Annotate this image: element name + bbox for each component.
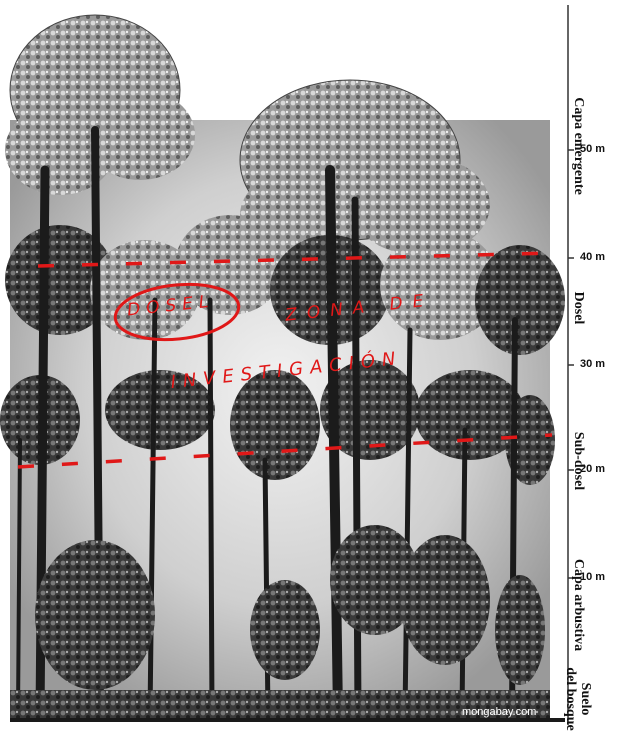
forest-floor xyxy=(10,690,550,722)
height-ticks xyxy=(568,149,574,579)
height-label-10m: 10 m xyxy=(580,571,606,583)
shrub-layer xyxy=(35,525,545,690)
layer-label-floor: Suelo del bosque xyxy=(563,659,593,739)
ground-line xyxy=(10,718,565,722)
layer-label-floor-line1: Suelo xyxy=(578,682,593,716)
height-label-20m: 20 m xyxy=(580,463,606,475)
height-label-50m: 50 m xyxy=(580,143,606,155)
source-credit: mongabay.com xyxy=(462,706,537,718)
height-label-40m: 40 m xyxy=(580,251,606,263)
lower-research-boundary xyxy=(17,433,553,469)
height-label-30m: 30 m xyxy=(580,358,606,370)
layer-label-canopy: Dosel xyxy=(571,291,586,325)
dosel-circle xyxy=(113,282,241,342)
layer-label-shrub: Capa arbustiva xyxy=(571,558,586,652)
layer-label-floor-line2: del bosque xyxy=(563,667,578,731)
layer-label-subcanopy: Sub-dosel xyxy=(571,431,586,491)
